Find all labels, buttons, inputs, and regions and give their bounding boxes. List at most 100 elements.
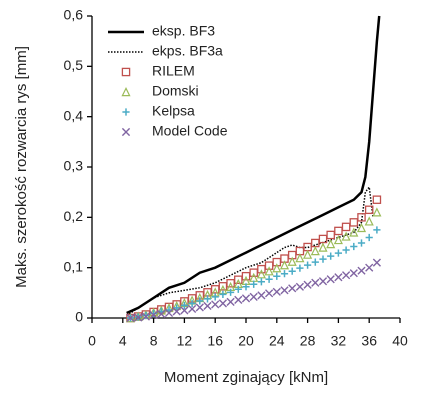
- marker: [257, 278, 265, 286]
- marker: [241, 294, 251, 303]
- legend-item: Domski: [152, 83, 199, 99]
- marker: [242, 283, 250, 291]
- marker: [280, 270, 289, 278]
- marker: [264, 266, 274, 276]
- marker: [173, 304, 181, 312]
- x-tick-label: 8: [150, 333, 158, 349]
- marker: [134, 313, 143, 322]
- marker: [319, 255, 327, 263]
- legend-label: RILEM: [152, 63, 195, 79]
- marker: [195, 303, 204, 312]
- marker: [357, 266, 366, 275]
- marker: [334, 226, 343, 236]
- marker: [327, 252, 335, 260]
- y-axis-title: Maks. szerokość rozwarcia rys [mm]: [13, 46, 30, 288]
- marker: [334, 273, 343, 282]
- marker: [341, 222, 351, 232]
- x-tick-label: 36: [361, 333, 377, 349]
- marker: [364, 205, 374, 215]
- marker: [142, 311, 150, 320]
- marker: [172, 307, 181, 316]
- marker: [372, 207, 382, 217]
- x-tick-label: 20: [238, 333, 254, 349]
- marker: [310, 246, 320, 256]
- marker: [311, 278, 320, 287]
- legend-label: ekps. BF3a: [152, 43, 223, 59]
- x-tick-label: 16: [207, 333, 223, 349]
- marker: [164, 308, 174, 318]
- marker: [295, 282, 304, 291]
- marker: [342, 271, 351, 280]
- x-axis-title: Moment zginający [kNm]: [164, 369, 328, 386]
- marker: [334, 249, 342, 257]
- marker: [157, 309, 166, 319]
- x-tick-label: 12: [177, 333, 193, 349]
- x-tick-label: 4: [119, 333, 127, 349]
- marker: [250, 280, 258, 288]
- marker: [149, 310, 158, 320]
- y-tick-label: 0,1: [64, 258, 84, 274]
- marker: [180, 306, 189, 315]
- marker: [249, 292, 258, 301]
- marker: [196, 297, 204, 305]
- marker: [121, 67, 131, 77]
- marker: [121, 127, 131, 137]
- marker: [349, 269, 358, 278]
- marker: [288, 284, 297, 293]
- marker: [203, 301, 212, 311]
- marker: [203, 295, 212, 303]
- x-tick-label: 0: [88, 333, 96, 349]
- marker: [311, 258, 319, 266]
- x-tick-label: 32: [331, 333, 347, 349]
- marker: [318, 277, 328, 286]
- x-tick-label: 40: [392, 333, 408, 349]
- marker: [234, 285, 242, 293]
- legend-item: Model Code: [152, 123, 228, 139]
- data-line: [126, 185, 374, 317]
- y-tick-label: 0,2: [64, 208, 84, 224]
- marker: [364, 216, 374, 226]
- marker: [311, 238, 320, 248]
- marker: [249, 272, 259, 282]
- marker: [211, 293, 219, 301]
- marker: [365, 233, 373, 242]
- marker: [304, 261, 312, 269]
- marker: [227, 288, 235, 296]
- marker: [326, 230, 335, 240]
- marker: [296, 264, 304, 272]
- marker: [357, 239, 366, 247]
- marker: [372, 195, 382, 204]
- legend-item: eksp. BF3: [152, 23, 215, 39]
- legend-label: Model Code: [152, 123, 228, 139]
- marker: [272, 287, 281, 296]
- marker: [295, 253, 305, 263]
- marker: [265, 289, 274, 298]
- legend-item: Kelpsa: [152, 103, 195, 119]
- legend-label: eksp. BF3: [152, 23, 215, 39]
- y-tick-label: 0: [75, 309, 83, 325]
- marker: [288, 267, 296, 275]
- marker: [341, 231, 351, 241]
- marker: [273, 272, 281, 280]
- marker: [349, 218, 359, 227]
- marker: [372, 258, 381, 267]
- marker: [219, 290, 227, 298]
- marker: [121, 87, 131, 97]
- marker: [257, 291, 266, 300]
- legend-item: ekps. BF3a: [152, 43, 223, 59]
- y-tick-label: 0,4: [64, 107, 84, 123]
- marker: [188, 299, 196, 308]
- marker: [272, 263, 282, 273]
- marker: [234, 295, 243, 304]
- marker: [141, 312, 150, 321]
- x-tick-label: 24: [269, 333, 285, 349]
- legend-label: Kelpsa: [152, 103, 195, 119]
- marker: [349, 227, 359, 237]
- x-tick-label: 28: [300, 333, 316, 349]
- marker: [180, 301, 188, 310]
- marker: [357, 213, 366, 222]
- marker: [303, 249, 313, 259]
- marker: [280, 286, 289, 295]
- data-line: [126, 15, 381, 315]
